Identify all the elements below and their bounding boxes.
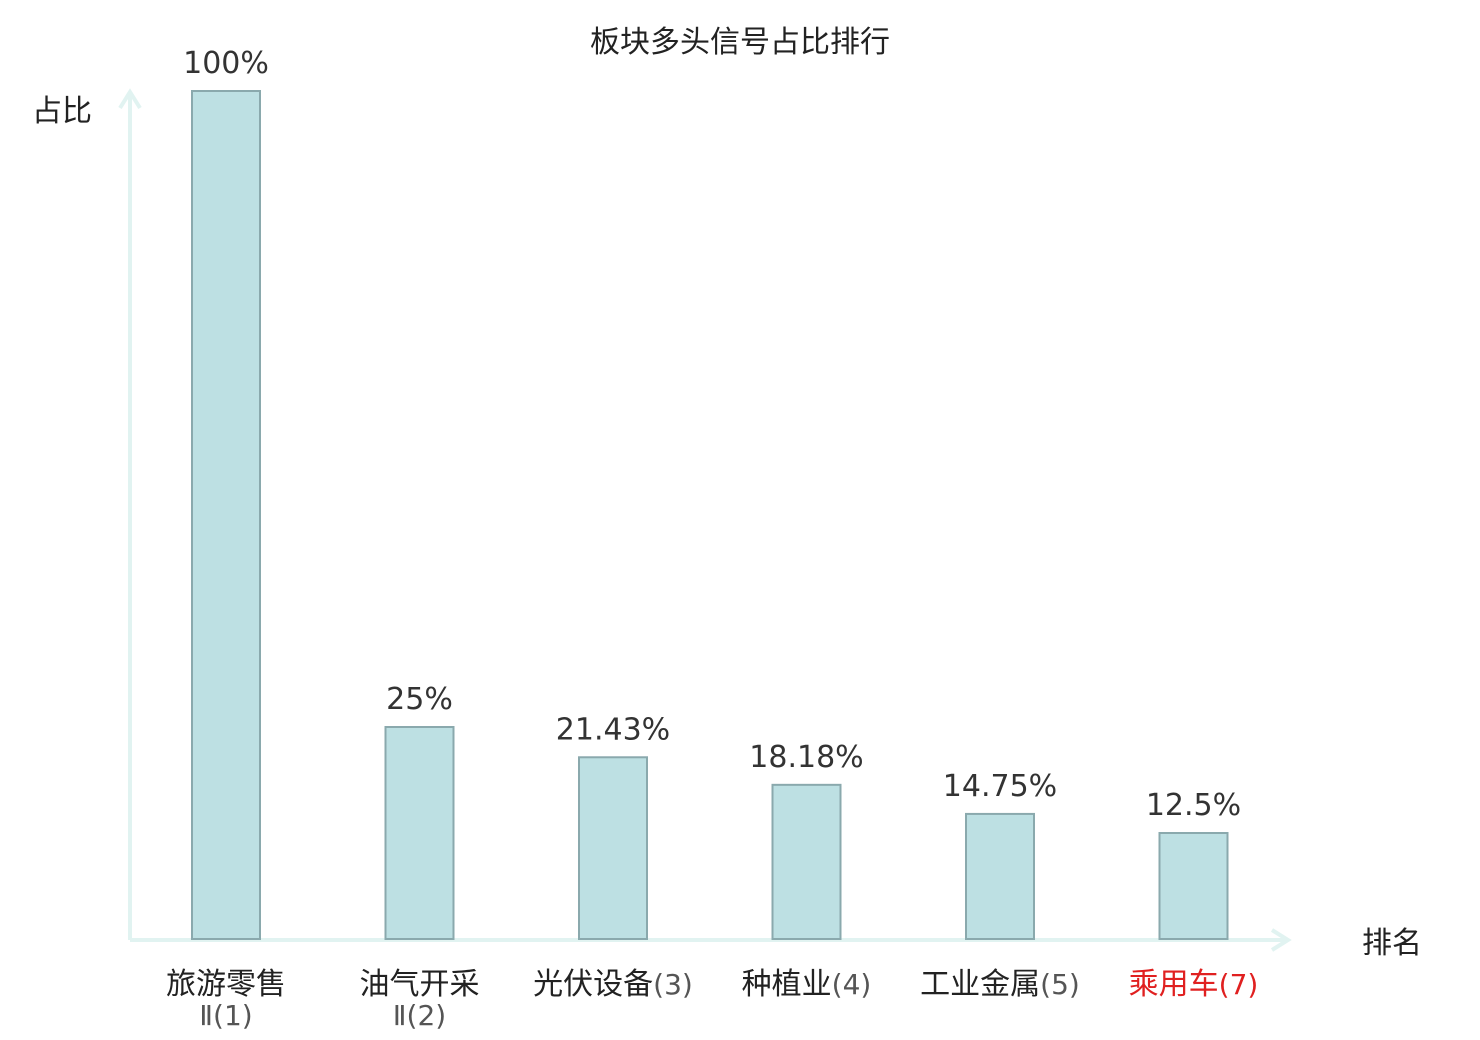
- category-label-4: 种植业(4): [742, 967, 872, 1002]
- category-label-6-rank: (7): [1219, 968, 1259, 1001]
- value-label-1: 100%: [183, 46, 269, 81]
- bar-5: [965, 812, 1035, 940]
- value-label-5: 14.75%: [943, 769, 1057, 804]
- category-label-2-rank: Ⅱ(2): [393, 999, 446, 1032]
- y-axis-label: 占比: [32, 94, 92, 129]
- x-axis-arrow: [1270, 928, 1292, 952]
- axes: [118, 88, 1292, 952]
- bar-2: [384, 726, 455, 940]
- category-label-2-name: 油气开采: [360, 967, 480, 1002]
- y-axis-arrow: [118, 88, 142, 110]
- category-label-5-rank: (5): [1040, 968, 1080, 1001]
- bar-4: [771, 783, 842, 941]
- category-label-3: 光伏设备(3): [533, 967, 693, 1002]
- category-label-3-name: 光伏设备: [533, 967, 653, 1002]
- bar-1: [191, 90, 261, 940]
- value-label-2: 25%: [386, 682, 453, 717]
- bars-group: [191, 90, 1229, 941]
- bar-3: [578, 756, 648, 941]
- value-label-3: 21.43%: [556, 712, 670, 747]
- category-label-4-name: 种植业: [742, 967, 832, 1002]
- x-axis-label: 排名: [1362, 926, 1422, 961]
- category-label-4-rank: (4): [832, 968, 872, 1001]
- category-label-1-rank: Ⅱ(1): [199, 999, 252, 1032]
- category-label-5: 工业金属(5): [920, 967, 1080, 1002]
- chart-title: 板块多头信号占比排行: [590, 25, 890, 60]
- value-labels-group: 100% 25% 21.43% 18.18% 14.75% 12.5%: [183, 46, 1241, 823]
- category-label-1-name: 旅游零售: [166, 967, 286, 1002]
- value-label-4: 18.18%: [749, 740, 863, 775]
- category-label-6: 乘用车(7): [1129, 967, 1259, 1002]
- category-label-3-rank: (3): [653, 968, 693, 1001]
- value-label-6: 12.5%: [1146, 788, 1241, 823]
- category-label-5-name: 工业金属: [920, 967, 1040, 1002]
- bar-6: [1158, 832, 1229, 940]
- category-label-6-name: 乘用车: [1129, 967, 1219, 1002]
